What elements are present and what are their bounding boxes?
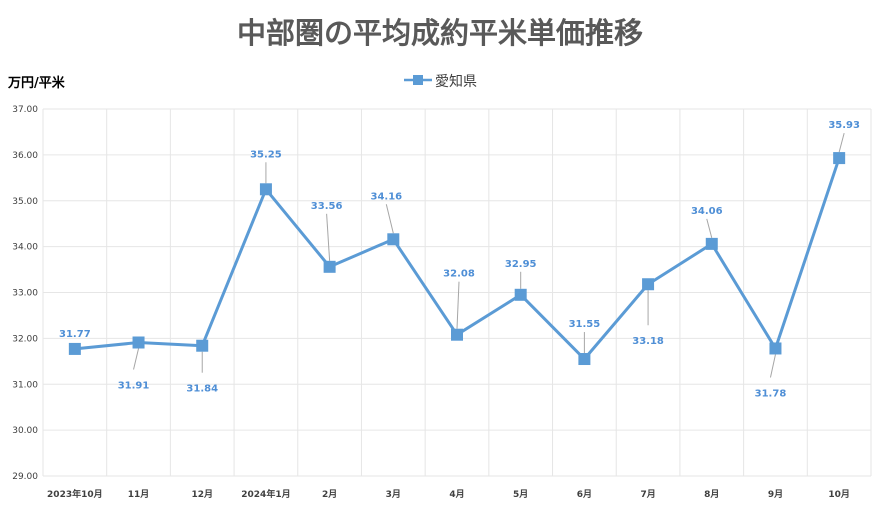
data-point-marker — [387, 233, 400, 246]
data-label: 31.91 — [118, 381, 150, 392]
x-tick-label: 7月 — [640, 489, 655, 500]
label-leader-lines — [133, 132, 845, 378]
gridlines — [42, 108, 872, 477]
x-tick-label: 6月 — [577, 489, 592, 500]
data-point-marker — [642, 278, 655, 291]
x-tick-label: 10月 — [828, 489, 850, 500]
x-tick-label: 9月 — [768, 489, 783, 500]
x-tick-label: 2023年10月 — [47, 488, 103, 500]
legend-entry-label: 愛知県 — [435, 73, 477, 90]
data-label: 31.55 — [569, 319, 601, 330]
data-label: 34.16 — [370, 191, 402, 202]
data-label: 33.56 — [311, 201, 343, 212]
data-point-marker — [196, 339, 209, 352]
data-label: 31.78 — [755, 388, 787, 399]
data-point-marker — [769, 342, 782, 355]
data-label: 32.95 — [505, 259, 537, 270]
data-label-leader — [838, 132, 845, 153]
y-tick-label: 36.00 — [12, 151, 38, 161]
data-label: 31.77 — [59, 329, 91, 340]
data-point-marker — [578, 353, 591, 366]
data-label-leader — [769, 354, 776, 378]
data-label: 35.25 — [250, 149, 282, 160]
data-label: 31.84 — [186, 384, 218, 395]
x-tick-label: 2月 — [322, 489, 337, 500]
data-label-leader — [385, 204, 394, 234]
data-label: 32.08 — [443, 269, 475, 280]
data-point-marker — [833, 152, 846, 165]
axes: 29.00 30.00 31.00 32.00 33.00 34.00 35.00 36.00… — [12, 105, 850, 500]
data-point-marker — [259, 183, 272, 196]
y-tick-label: 29.00 — [12, 472, 38, 482]
series — [68, 152, 846, 366]
x-tick-label: 12月 — [191, 489, 213, 500]
x-tick-label: 8月 — [704, 489, 719, 500]
y-tick-label: 31.00 — [12, 380, 38, 390]
data-point-marker — [514, 288, 527, 301]
data-label-leader — [133, 348, 140, 370]
data-labels: 31.77 31.91 31.84 35.25 33.56 34.16 32.08 32.95… — [59, 120, 860, 399]
y-tick-label: 32.00 — [12, 334, 38, 344]
y-tick-label: 33.00 — [12, 289, 38, 299]
x-tick-label: 4月 — [449, 489, 464, 500]
data-label: 34.06 — [691, 206, 723, 217]
x-tick-label: 5月 — [513, 489, 528, 500]
legend-square-marker — [413, 75, 423, 85]
chart-title: 中部圏の平均成約平米単価推移 — [237, 16, 643, 50]
data-point-marker — [705, 237, 718, 250]
data-point-marker — [451, 328, 463, 341]
data-label: 35.93 — [828, 120, 860, 131]
legend: 愛知県 — [404, 73, 477, 90]
x-tick-label: 3月 — [386, 489, 401, 500]
y-tick-label: 34.00 — [12, 243, 38, 253]
y-axis-label: 万円/平米 — [7, 75, 66, 91]
data-label-leader — [456, 281, 460, 329]
y-tick-label: 37.00 — [12, 105, 38, 115]
data-point-marker — [132, 336, 145, 349]
x-tick-label: 2024年1月 — [241, 488, 290, 500]
data-label-leader — [326, 213, 331, 261]
data-label-leader — [706, 218, 713, 238]
data-label: 33.18 — [632, 336, 664, 347]
data-point-marker — [68, 342, 81, 355]
y-tick-label: 30.00 — [12, 426, 38, 436]
y-tick-label: 35.00 — [12, 197, 38, 207]
data-point-marker — [323, 260, 336, 273]
x-tick-label: 11月 — [128, 489, 150, 500]
